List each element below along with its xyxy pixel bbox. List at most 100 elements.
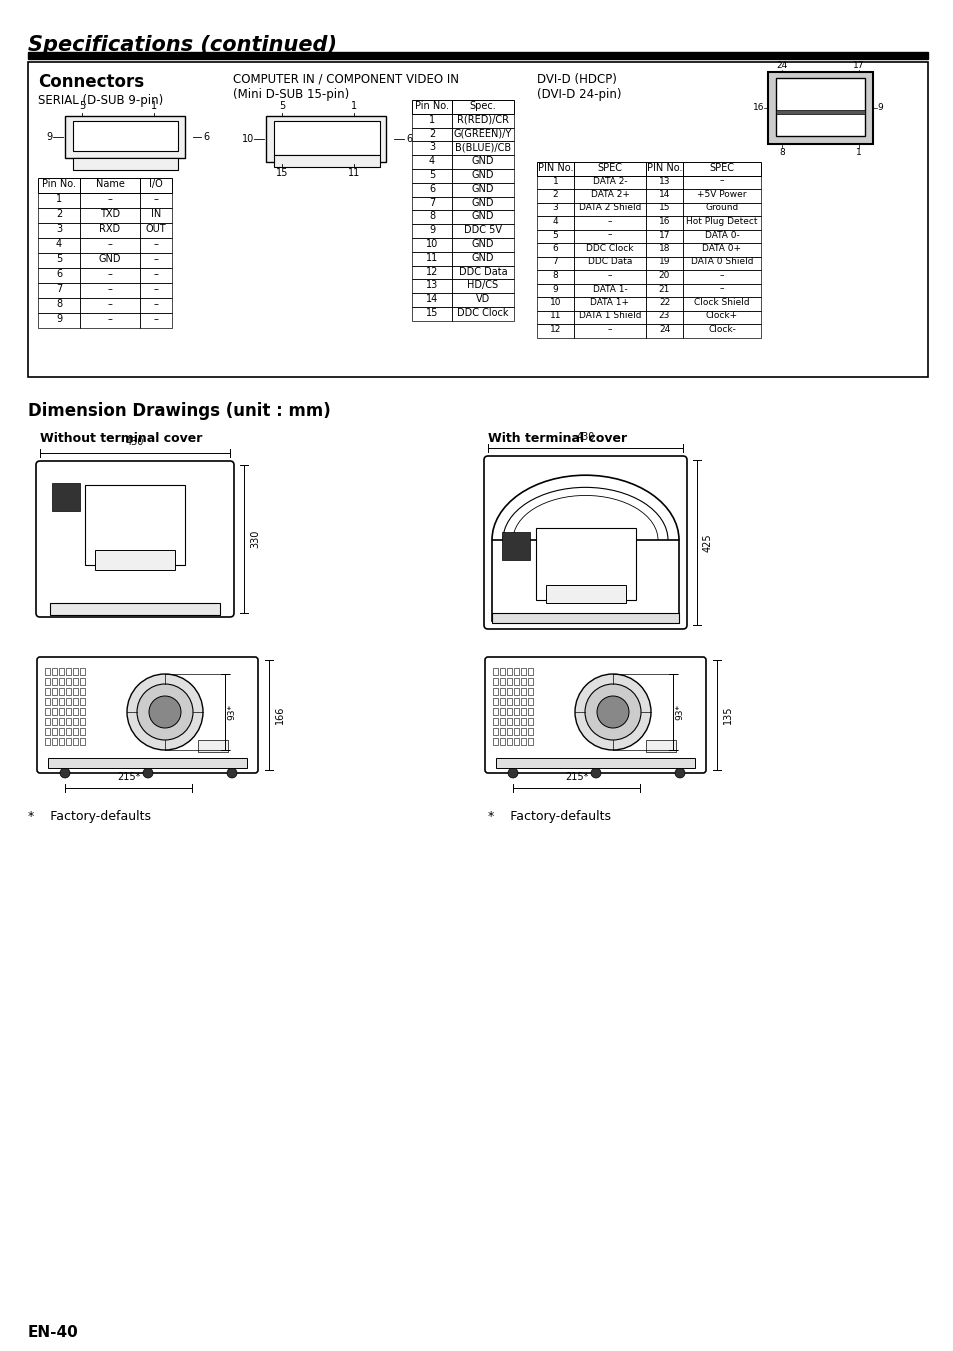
Text: –: – bbox=[153, 239, 158, 249]
Bar bbox=[140, 282, 172, 299]
Bar bbox=[574, 324, 645, 338]
Text: DATA 2+: DATA 2+ bbox=[590, 190, 629, 199]
Bar bbox=[645, 324, 682, 338]
Bar bbox=[73, 708, 78, 715]
Circle shape bbox=[856, 104, 861, 108]
Circle shape bbox=[834, 93, 839, 99]
Text: Pin No.: Pin No. bbox=[415, 101, 449, 111]
Text: 7: 7 bbox=[552, 258, 558, 266]
Bar bbox=[412, 251, 452, 266]
Bar bbox=[574, 176, 645, 189]
Text: –: – bbox=[108, 299, 112, 309]
Text: SPEC: SPEC bbox=[597, 163, 622, 173]
Text: 8: 8 bbox=[779, 149, 784, 157]
Bar bbox=[38, 282, 80, 299]
Bar bbox=[452, 280, 514, 293]
Text: –: – bbox=[153, 299, 158, 309]
Bar bbox=[80, 717, 85, 725]
Bar bbox=[412, 182, 452, 197]
Bar bbox=[452, 169, 514, 182]
Bar bbox=[536, 528, 636, 600]
Circle shape bbox=[779, 84, 783, 89]
Bar bbox=[412, 142, 452, 155]
Bar bbox=[198, 740, 228, 753]
Text: DATA 2 Shield: DATA 2 Shield bbox=[578, 204, 640, 212]
Bar bbox=[66, 717, 71, 725]
Text: 18: 18 bbox=[659, 245, 670, 253]
Text: HD/CS: HD/CS bbox=[467, 281, 498, 290]
Circle shape bbox=[143, 141, 147, 145]
Bar bbox=[140, 313, 172, 328]
Bar bbox=[527, 698, 533, 705]
Text: 7: 7 bbox=[429, 197, 435, 208]
Bar bbox=[520, 678, 525, 685]
Bar bbox=[645, 230, 682, 243]
Text: –: – bbox=[153, 284, 158, 295]
Text: 3: 3 bbox=[429, 142, 435, 153]
Text: 425: 425 bbox=[702, 534, 712, 551]
Text: 3: 3 bbox=[552, 204, 558, 212]
Text: 5: 5 bbox=[552, 231, 558, 239]
Bar bbox=[59, 698, 64, 705]
Bar bbox=[645, 216, 682, 230]
Text: 6: 6 bbox=[56, 269, 62, 280]
Bar bbox=[520, 708, 525, 715]
Bar bbox=[38, 208, 80, 223]
Bar bbox=[66, 738, 71, 744]
Bar bbox=[452, 266, 514, 280]
Text: –: – bbox=[108, 269, 112, 280]
Bar bbox=[52, 708, 57, 715]
Bar bbox=[514, 688, 518, 694]
Bar bbox=[452, 211, 514, 224]
Circle shape bbox=[60, 767, 70, 778]
Text: 5: 5 bbox=[56, 254, 62, 263]
Bar bbox=[527, 667, 533, 676]
Circle shape bbox=[127, 674, 203, 750]
Text: 93*: 93* bbox=[227, 704, 235, 720]
Bar bbox=[506, 688, 512, 694]
Bar bbox=[38, 223, 80, 238]
Text: 9: 9 bbox=[552, 285, 558, 293]
Circle shape bbox=[765, 101, 778, 113]
Text: 11: 11 bbox=[425, 253, 437, 263]
Bar bbox=[412, 307, 452, 320]
Bar bbox=[65, 116, 185, 158]
Bar bbox=[95, 550, 174, 570]
Circle shape bbox=[590, 767, 600, 778]
Text: 4: 4 bbox=[552, 218, 558, 226]
Circle shape bbox=[385, 130, 402, 149]
Text: 4: 4 bbox=[429, 157, 435, 166]
Text: 215*: 215* bbox=[116, 771, 140, 782]
Bar bbox=[537, 203, 574, 216]
Text: GND: GND bbox=[471, 253, 494, 263]
FancyBboxPatch shape bbox=[36, 461, 233, 617]
Text: G(GREEN)/Y: G(GREEN)/Y bbox=[454, 128, 512, 139]
Text: Connectors: Connectors bbox=[38, 73, 144, 91]
Text: *    Factory-defaults: * Factory-defaults bbox=[488, 811, 610, 823]
Text: DATA 0+: DATA 0+ bbox=[701, 245, 740, 253]
Text: DATA 1 Shield: DATA 1 Shield bbox=[578, 312, 640, 320]
Bar bbox=[452, 293, 514, 307]
Text: 9: 9 bbox=[876, 104, 882, 112]
Bar bbox=[537, 284, 574, 297]
Text: 12: 12 bbox=[425, 266, 437, 277]
Circle shape bbox=[779, 93, 783, 99]
Text: OUT: OUT bbox=[146, 224, 166, 234]
Bar bbox=[59, 717, 64, 725]
Bar bbox=[412, 280, 452, 293]
Bar bbox=[537, 311, 574, 324]
Bar bbox=[645, 203, 682, 216]
Text: 17: 17 bbox=[852, 61, 863, 70]
Bar bbox=[645, 740, 676, 753]
Text: 1: 1 bbox=[429, 115, 435, 124]
Text: With terminal cover: With terminal cover bbox=[488, 432, 626, 444]
Text: 330: 330 bbox=[250, 530, 260, 549]
Bar bbox=[52, 678, 57, 685]
Bar bbox=[38, 238, 80, 253]
Bar bbox=[452, 155, 514, 169]
Circle shape bbox=[812, 104, 817, 108]
Text: –: – bbox=[108, 195, 112, 204]
Bar bbox=[52, 717, 57, 725]
Text: –: – bbox=[108, 313, 112, 324]
Bar bbox=[645, 311, 682, 324]
